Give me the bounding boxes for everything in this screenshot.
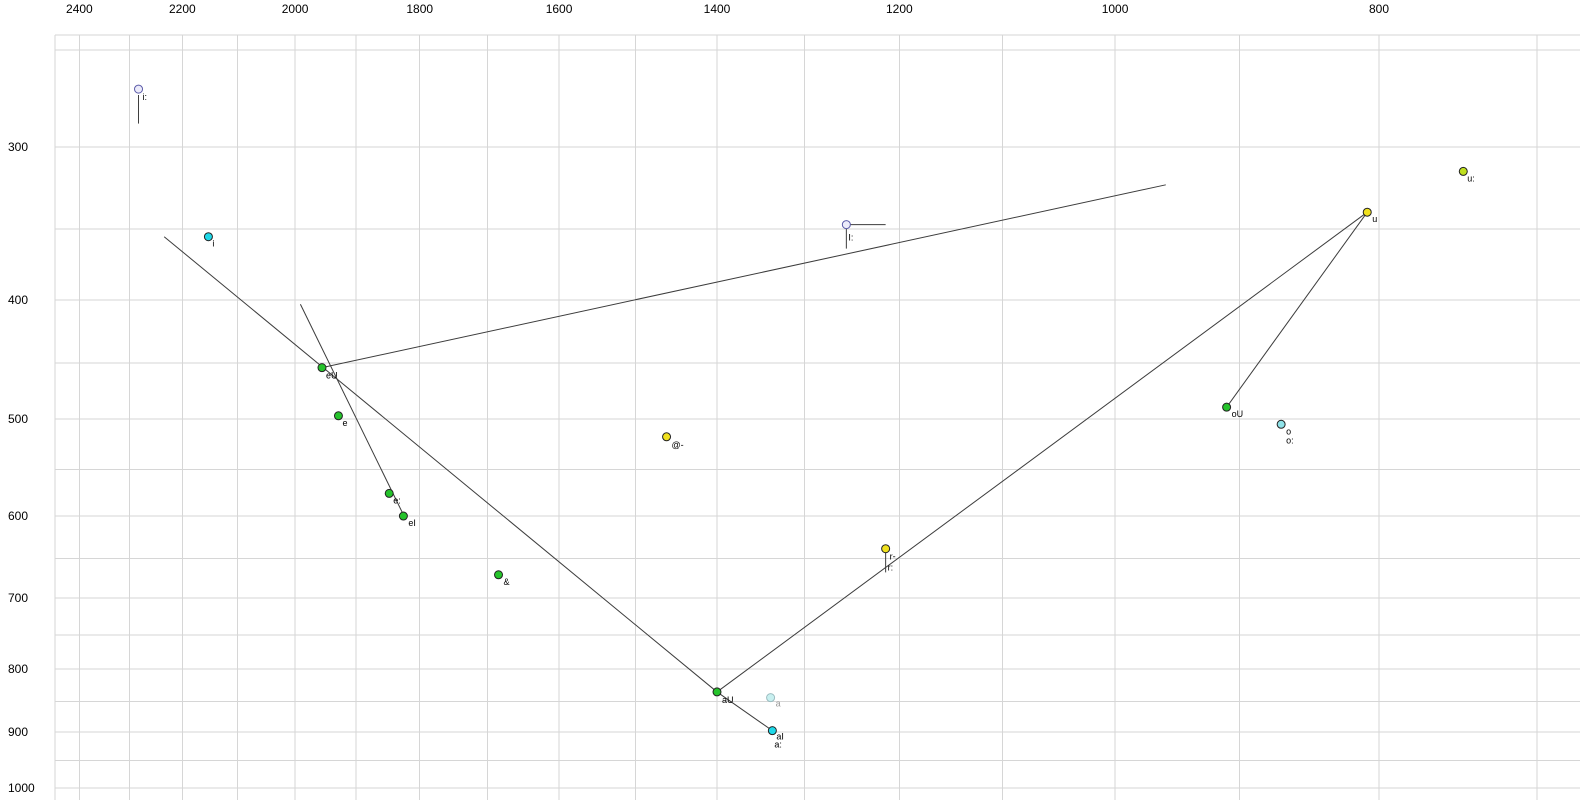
trajectory-line-eU-trajectory (321, 184, 1166, 369)
vowel-point-eU (317, 363, 327, 373)
vowel-label-i-long: i: (143, 92, 148, 102)
x-tick-label: 1200 (886, 2, 913, 16)
vowel-label-u: u (1372, 214, 1377, 224)
y-tick-label: 800 (8, 662, 28, 676)
trajectory-line-eI-trajectory (299, 304, 406, 519)
vowel-label-o: o: (1286, 435, 1294, 445)
gridlines (54, 34, 1580, 800)
vowel-point-u (1362, 207, 1372, 217)
vowel-point-ash (494, 570, 504, 580)
vowel-point-r-vowel (881, 544, 891, 554)
y-tick-label: 1000 (8, 781, 35, 795)
vowel-label-I-long: I: (848, 233, 853, 243)
x-axis-tick-labels: 2400 2200 2000 1800 1600 1400 1200 1000 800 (66, 2, 1389, 16)
vowel-point-aU (712, 687, 722, 697)
x-tick-label: 1600 (546, 2, 573, 16)
vowel-point-i-long (134, 84, 144, 94)
y-tick-label: 600 (8, 509, 28, 523)
vowel-point-I-long (841, 220, 851, 230)
y-tick-label: 500 (8, 412, 28, 426)
y-axis-tick-labels: 300 400 500 600 700 800 900 1000 (8, 140, 35, 795)
y-tick-label: 900 (8, 725, 28, 739)
vowel-point-i (203, 232, 213, 242)
vowel-point-o (1276, 419, 1286, 429)
vowel-point-u-long (1458, 166, 1468, 176)
x-tick-label: 2200 (169, 2, 196, 16)
vowel-point-schwa (662, 432, 672, 442)
x-tick-label: 2400 (66, 2, 93, 16)
y-tick-label: 300 (8, 140, 28, 154)
vowel-label-o: o (1286, 426, 1291, 436)
vowel-label-a: a (776, 699, 781, 709)
vowel-label-aI: aI (776, 732, 784, 742)
x-tick-label: 1800 (406, 2, 433, 16)
trajectory-line-u-to-oU (1226, 211, 1368, 408)
vowel-label-oU: oU (1232, 409, 1244, 419)
vowel-label-i: i (212, 239, 214, 249)
x-tick-label: 800 (1369, 2, 1389, 16)
vowel-label-e: e (342, 418, 347, 428)
trajectory-line-aU-to-aI (716, 691, 773, 732)
vowel-label-eU: eU (326, 371, 338, 381)
vowel-point-e (333, 411, 343, 421)
vowel-label-schwa: @- (672, 440, 684, 450)
vowel-label-u-long: u: (1467, 173, 1475, 183)
x-tick-label: 1400 (704, 2, 731, 16)
vowel-label-e-long: e: (393, 495, 401, 505)
vowel-point-aI (767, 726, 777, 736)
vowel-label-ash: & (504, 577, 510, 587)
y-tick-label: 400 (8, 293, 28, 307)
x-tick-label: 2000 (282, 2, 309, 16)
vowel-point-a (766, 693, 776, 703)
vowel-label-eI: eI (408, 518, 416, 528)
x-tick-label: 1000 (1102, 2, 1129, 16)
vowel-point-oU (1222, 402, 1232, 412)
vowel-label-aU: aU (722, 695, 734, 705)
trajectory-line-aU-to-u (716, 211, 1368, 693)
y-tick-label: 700 (8, 591, 28, 605)
vowel-label-aI: a: (774, 740, 782, 750)
vowel-point-e-long (384, 488, 394, 498)
trajectory-lines (138, 95, 1368, 732)
vowel-point-eI (398, 511, 408, 521)
trajectory-line-front-to-aU (163, 236, 718, 693)
vowel-label-r-vowel: r: (888, 563, 894, 573)
vowel-points: i: i I: u: u eU e @- oU oo: e: eI r-r: & aU a aIa: (134, 84, 1475, 750)
vowel-label-r-vowel: r- (890, 552, 896, 562)
